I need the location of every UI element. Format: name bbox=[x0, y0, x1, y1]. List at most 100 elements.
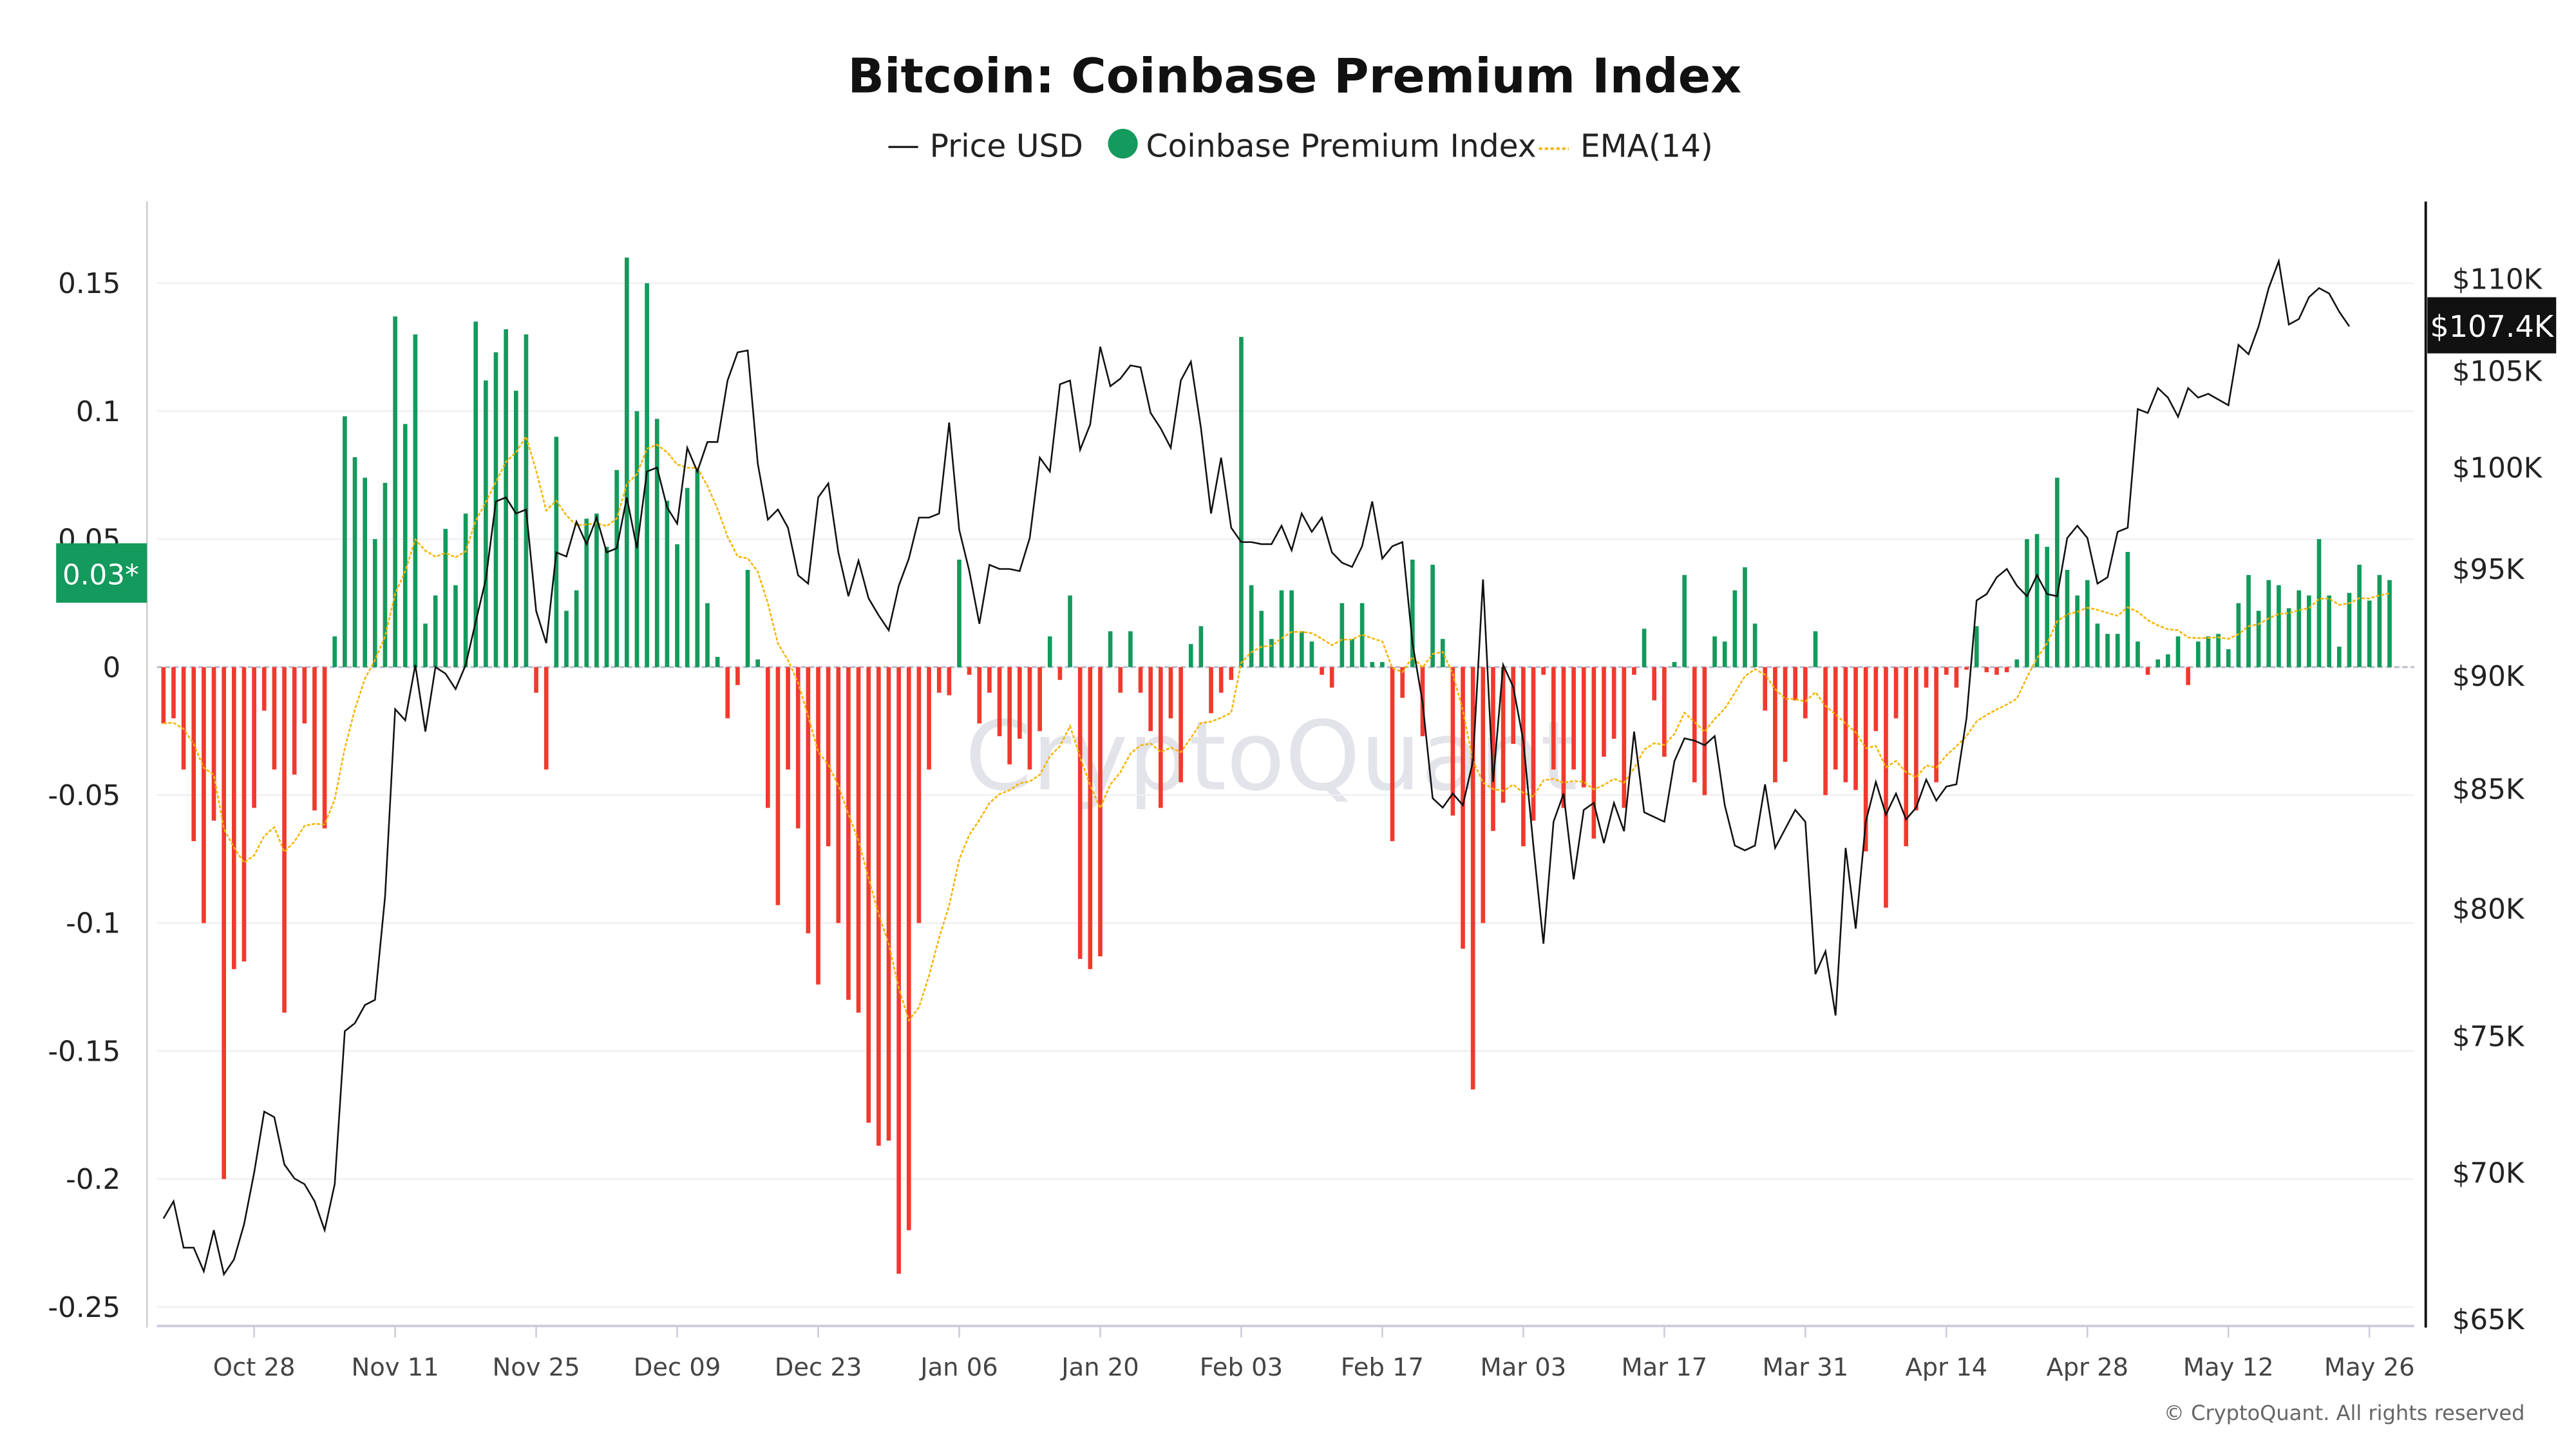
premium-bar bbox=[473, 321, 478, 667]
premium-bar bbox=[675, 544, 679, 667]
premium-bar bbox=[1722, 641, 1727, 667]
left-tick-label: -0.05 bbox=[48, 780, 120, 812]
premium-bar bbox=[2065, 569, 2070, 667]
premium-bar bbox=[1561, 667, 1566, 808]
premium-bar bbox=[654, 419, 659, 667]
premium-bar bbox=[1611, 667, 1616, 739]
premium-bar bbox=[1249, 585, 1254, 667]
x-tick-label: Jan 06 bbox=[919, 1353, 998, 1382]
premium-bar bbox=[1350, 639, 1354, 667]
x-tick-label: Feb 03 bbox=[1200, 1353, 1283, 1382]
right-tick-label: $110K bbox=[2452, 264, 2543, 296]
premium-bar bbox=[816, 667, 820, 985]
premium-bar bbox=[2186, 667, 2191, 685]
right-tick-label: $105K bbox=[2452, 356, 2543, 388]
premium-bar bbox=[1934, 667, 1938, 782]
premium-bar bbox=[2014, 659, 2020, 667]
premium-bar bbox=[1702, 667, 1707, 795]
premium-bar bbox=[987, 667, 992, 693]
series-lines bbox=[162, 258, 2390, 1276]
premium-bar bbox=[1743, 567, 1747, 667]
premium-bar bbox=[1118, 667, 1123, 693]
premium-bar bbox=[453, 585, 458, 667]
legend-item-ema[interactable]: EMA(14) bbox=[1539, 129, 1713, 165]
premium-bar bbox=[2216, 634, 2221, 667]
premium-bar bbox=[1359, 603, 1365, 667]
premium-bar bbox=[1430, 564, 1435, 667]
premium-bar bbox=[413, 334, 418, 667]
premium-bar bbox=[836, 667, 841, 923]
premium-bar bbox=[433, 595, 438, 667]
left-tick-label: 0 bbox=[102, 652, 120, 684]
x-tick-label: Mar 31 bbox=[1762, 1353, 1848, 1382]
premium-bar bbox=[1239, 337, 1244, 667]
premium-bar bbox=[242, 667, 247, 961]
premium-bar bbox=[322, 667, 327, 829]
x-tick-label: May 12 bbox=[2183, 1353, 2274, 1382]
x-tick-label: Mar 03 bbox=[1481, 1353, 1567, 1382]
premium-bar bbox=[1209, 667, 1213, 714]
premium-bar bbox=[2286, 608, 2291, 667]
legend-item-premium[interactable]: Coinbase Premium Index bbox=[1108, 129, 1537, 165]
premium-bar bbox=[343, 416, 347, 667]
premium-bar bbox=[1571, 667, 1576, 770]
right-tick-label: $65K bbox=[2452, 1304, 2525, 1336]
premium-bar bbox=[1954, 667, 1959, 688]
premium-bar bbox=[1179, 667, 1183, 782]
premium-bar bbox=[1289, 590, 1294, 667]
premium-bar bbox=[1007, 667, 1012, 764]
right-tick-label: $75K bbox=[2452, 1021, 2525, 1054]
premium-bar bbox=[2034, 534, 2040, 667]
premium-bar bbox=[1218, 667, 1224, 693]
gridlines bbox=[156, 282, 2414, 1308]
premium-bar bbox=[2115, 634, 2120, 667]
left-tick-label: 0.1 bbox=[76, 396, 120, 428]
premium-bar bbox=[1279, 590, 1284, 667]
premium-bar bbox=[1491, 667, 1495, 831]
premium-bar bbox=[886, 667, 891, 1141]
premium-bar bbox=[1662, 667, 1667, 757]
premium-bar bbox=[2075, 595, 2079, 667]
premium-bar bbox=[2125, 552, 2130, 667]
premium-bar bbox=[1884, 667, 1888, 908]
premium-bar bbox=[1390, 667, 1395, 842]
premium-bar bbox=[826, 667, 831, 847]
premium-bar bbox=[2166, 654, 2170, 667]
premium-bar bbox=[524, 334, 529, 667]
premium-bar bbox=[1037, 667, 1042, 732]
premium-bar bbox=[1018, 667, 1022, 739]
premium-bar bbox=[1752, 623, 1757, 667]
premium-bar bbox=[1501, 667, 1506, 803]
right-tick-label: $70K bbox=[2452, 1158, 2525, 1190]
premium-bar bbox=[634, 411, 639, 667]
premium-bar bbox=[1853, 667, 1858, 790]
premium-bar bbox=[352, 457, 357, 667]
premium-bar bbox=[2367, 600, 2372, 667]
premium-bar bbox=[1320, 667, 1324, 675]
premium-bar bbox=[1068, 595, 1072, 667]
premium-bar bbox=[1974, 626, 1979, 667]
premium-bar bbox=[1088, 667, 1093, 969]
premium-bar bbox=[1047, 636, 1052, 667]
legend-label-ema: EMA(14) bbox=[1580, 129, 1713, 165]
premium-bar bbox=[1400, 667, 1405, 698]
premium-bar bbox=[1732, 590, 1738, 667]
premium-bar bbox=[211, 667, 216, 821]
premium-bar bbox=[1984, 667, 1989, 672]
premium-bar bbox=[997, 667, 1002, 737]
last-premium-label: 0.03* bbox=[62, 560, 139, 592]
price-line bbox=[162, 258, 2351, 1276]
premium-bar bbox=[1461, 667, 1465, 949]
premium-bar bbox=[402, 424, 408, 667]
x-tick-label: May 26 bbox=[2324, 1353, 2415, 1382]
premium-bar bbox=[1158, 667, 1163, 808]
premium-bar bbox=[383, 482, 388, 667]
legend-item-price[interactable]: Price USD bbox=[888, 129, 1083, 165]
premium-bar bbox=[2236, 603, 2241, 667]
x-tick-label: Dec 09 bbox=[634, 1353, 721, 1382]
premium-bar bbox=[1642, 629, 1647, 667]
premium-bar bbox=[906, 667, 911, 1231]
premium-bar bbox=[302, 667, 307, 724]
premium-bar bbox=[171, 667, 176, 719]
premium-bar bbox=[614, 469, 620, 667]
